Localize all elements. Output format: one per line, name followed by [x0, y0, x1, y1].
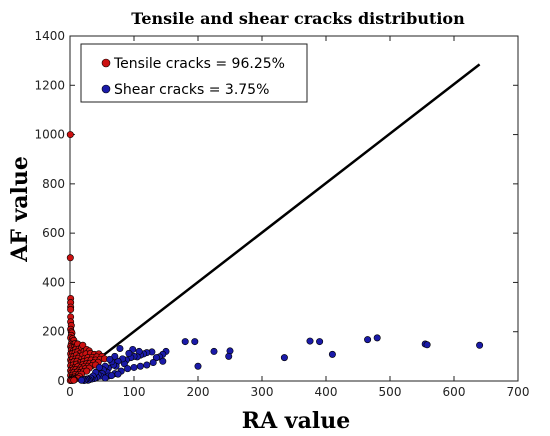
x-tick-label: 700 — [507, 385, 530, 399]
shear-point — [159, 357, 167, 365]
shear-point — [191, 338, 199, 346]
shear-point — [280, 354, 288, 362]
boundary-line-group — [69, 63, 481, 382]
shear-point — [316, 338, 324, 346]
shear-point — [328, 350, 336, 358]
shear-point — [306, 337, 314, 345]
shear-point — [130, 363, 138, 371]
shear-point — [476, 341, 484, 349]
legend-box — [80, 43, 308, 103]
y-tick-label: 800 — [42, 177, 65, 191]
shear-point — [95, 363, 103, 371]
y-axis-label: AF value — [7, 156, 33, 263]
shear-point — [194, 362, 202, 370]
y-tick-label: 400 — [42, 275, 65, 289]
legend-marker — [101, 84, 111, 94]
shear-point — [114, 370, 122, 378]
y-tick-label: 600 — [42, 226, 65, 240]
y-tick-label: 200 — [42, 325, 65, 339]
x-tick-label: 200 — [187, 385, 210, 399]
legend-marker — [101, 58, 111, 68]
x-tick-label: 500 — [379, 385, 402, 399]
x-tick-label: 0 — [66, 385, 74, 399]
shear-point — [364, 336, 372, 344]
y-tick-label: 1400 — [34, 29, 65, 43]
shear-point — [152, 354, 160, 362]
series-shear — [78, 334, 484, 385]
x-tick-label: 400 — [315, 385, 338, 399]
shear-point — [101, 374, 109, 382]
shear-point — [116, 344, 124, 352]
legend: Tensile cracks = 96.25% Shear cracks = 3.… — [80, 43, 308, 103]
shear-point — [423, 341, 431, 349]
shear-point — [149, 359, 157, 367]
series-tensile — [66, 131, 109, 385]
x-tick-label: 300 — [251, 385, 274, 399]
scatter-points — [66, 131, 484, 385]
shear-point — [373, 334, 381, 342]
shear-point — [108, 372, 116, 380]
shear-point — [125, 349, 133, 357]
shear-point — [106, 355, 114, 363]
tick-labels: 0 100 200 300 400 500 600 700 0 200 400 600 800 1000 1… — [34, 29, 529, 399]
y-tick-label: 0 — [57, 374, 65, 388]
tensile-point — [66, 131, 74, 139]
x-axis-label: RA value — [242, 408, 350, 434]
shear-point — [78, 376, 86, 384]
x-tick-label: 600 — [443, 385, 466, 399]
y-tick-label: 1200 — [34, 78, 65, 92]
legend-entry: Tensile cracks = 96.25% — [113, 56, 285, 72]
tensile-point — [83, 367, 91, 375]
tensile-point — [66, 254, 74, 262]
y-tick-label: 1000 — [34, 128, 65, 142]
legend-entry: Shear cracks = 3.75% — [114, 82, 269, 98]
tensile-point — [67, 306, 75, 314]
x-tick-label: 100 — [123, 385, 146, 399]
chart-title: Tensile and shear cracks distribution — [131, 9, 465, 28]
shear-point — [143, 361, 151, 369]
tensile-point — [70, 376, 78, 384]
shear-point — [225, 352, 233, 360]
shear-point — [181, 338, 189, 346]
shear-point — [136, 362, 144, 370]
shear-point — [124, 365, 132, 373]
shear-point — [111, 352, 119, 360]
boundary-line — [69, 63, 481, 382]
shear-point — [210, 347, 218, 355]
